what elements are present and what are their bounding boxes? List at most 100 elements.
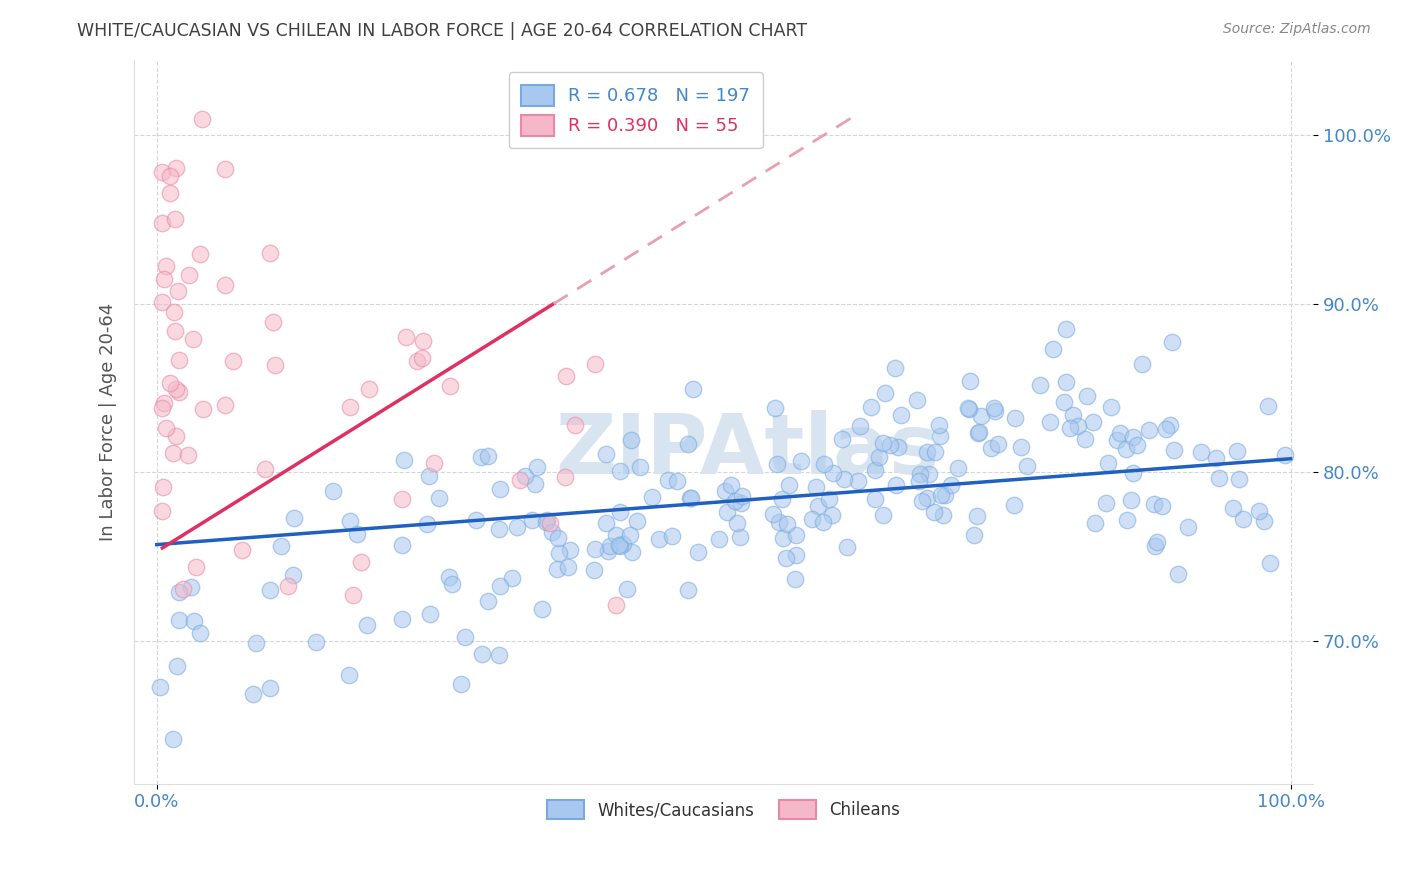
Point [766,457,789,471]
Point [172,582,194,597]
Point [152,396,174,410]
Point [1257,399,1279,413]
Point [470,450,492,465]
Point [177,268,200,282]
Point [150,504,173,518]
Point [848,474,870,488]
Point [583,357,606,371]
Point [1059,421,1081,435]
Point [149,681,172,695]
Point [1163,442,1185,457]
Point [555,369,578,384]
Point [1054,376,1077,390]
Point [520,512,543,526]
Point [439,379,461,393]
Point [1084,516,1107,530]
Point [607,538,630,552]
Point [676,437,699,451]
Point [987,437,1010,451]
Point [1004,411,1026,425]
Point [911,494,934,508]
Point [868,450,890,464]
Point [605,528,627,542]
Point [534,515,557,529]
Point [418,469,440,483]
Point [191,402,214,417]
Point [724,493,747,508]
Point [641,490,664,504]
Point [259,246,281,260]
Point [1010,441,1032,455]
Point [548,546,571,560]
Point [778,478,800,492]
Point [970,409,993,424]
Point [595,516,617,530]
Point [1249,504,1271,518]
Point [1130,357,1153,371]
Point [922,505,945,519]
Point [1115,442,1137,456]
Point [165,211,187,226]
Point [391,538,413,552]
Point [941,477,963,491]
Point [349,555,371,569]
Point [1205,450,1227,465]
Point [152,480,174,494]
Point [546,562,568,576]
Point [405,353,427,368]
Point [728,530,751,544]
Point [437,569,460,583]
Point [886,440,908,454]
Point [730,495,752,509]
Point [790,454,813,468]
Point [959,374,981,388]
Point [609,539,631,553]
Point [150,401,173,416]
Point [1054,321,1077,335]
Point [304,635,326,649]
Point [800,512,823,526]
Point [886,477,908,491]
Point [283,510,305,524]
Point [832,472,855,486]
Point [159,186,181,201]
Point [928,429,950,443]
Point [391,612,413,626]
Point [863,463,886,477]
Point [1053,394,1076,409]
Point [620,433,643,447]
Point [1143,540,1166,554]
Point [657,473,679,487]
Point [946,461,969,475]
Point [214,162,236,177]
Point [188,625,211,640]
Point [820,508,842,523]
Point [342,588,364,602]
Point [785,549,807,563]
Point [337,667,360,681]
Point [1232,512,1254,526]
Point [983,401,1005,416]
Point [1222,501,1244,516]
Point [1258,557,1281,571]
Point [346,527,368,541]
Point [214,278,236,293]
Point [531,602,554,616]
Point [155,421,177,435]
Point [967,425,990,440]
Point [966,426,988,441]
Point [245,636,267,650]
Point [391,491,413,506]
Point [1253,515,1275,529]
Point [1067,418,1090,433]
Point [554,470,576,484]
Point [984,404,1007,418]
Point [221,354,243,368]
Point [915,491,938,506]
Point [155,259,177,273]
Point [1083,415,1105,429]
Point [628,460,651,475]
Point [1139,423,1161,437]
Point [1161,335,1184,350]
Point [159,169,181,184]
